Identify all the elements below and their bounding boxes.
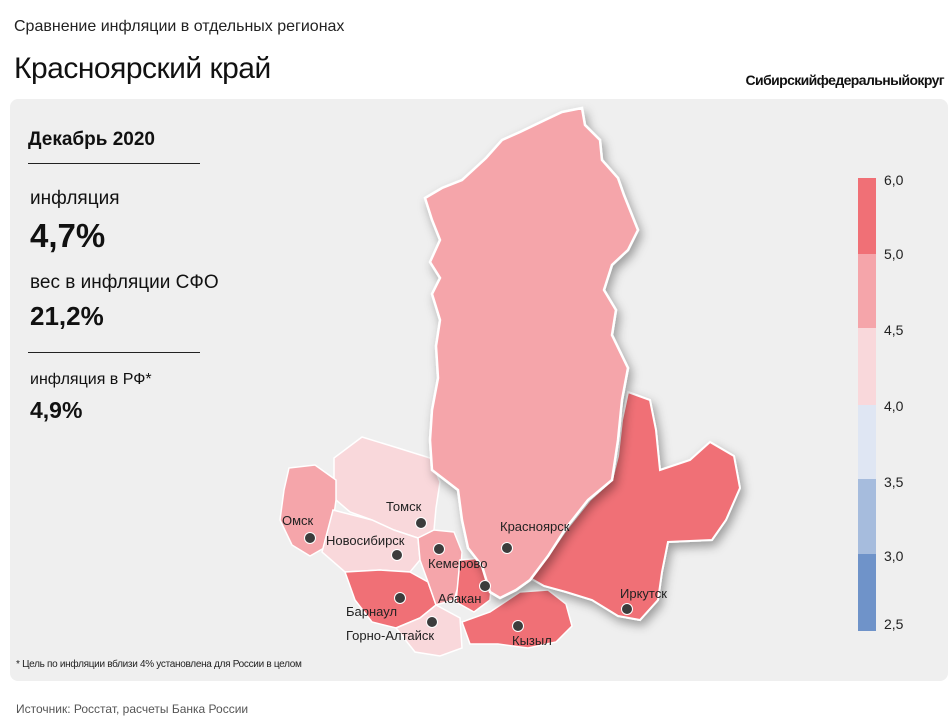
legend-tick: 4,0	[884, 398, 904, 414]
source-note: Источник: Росстат, расчеты Банка России	[16, 702, 249, 716]
legend-swatch-4.5-5	[858, 254, 876, 328]
region-irkutsk[interactable]	[528, 390, 742, 622]
federal-district-label: Сибирскийфедеральныйокруг	[745, 72, 945, 88]
period-label: Декабрь 2020	[28, 129, 155, 150]
city-kyzyl[interactable]: Кызыл	[512, 620, 552, 649]
svg-text:Абакан: Абакан	[438, 591, 481, 606]
legend-tick: 3,0	[884, 548, 904, 564]
city-gorno-altaysk[interactable]: Горно-Алтайск	[346, 616, 438, 644]
city-kemerovo[interactable]: Кемерово	[428, 543, 487, 572]
city-omsk[interactable]: Омск	[282, 513, 316, 544]
city-barnaul[interactable]: Барнаул	[346, 592, 406, 620]
region-title: Красноярский край	[14, 52, 271, 85]
divider-top	[28, 163, 200, 164]
footnote: * Цель по инфляции вблизи 4% установлена…	[16, 659, 302, 670]
svg-text:Красноярск: Красноярск	[500, 519, 570, 534]
svg-text:Кемерово: Кемерово	[428, 556, 487, 571]
weight-label: вес в инфляции СФО	[30, 272, 219, 293]
svg-text:Омск: Омск	[282, 513, 314, 528]
svg-text:Томск: Томск	[386, 499, 422, 514]
inflation-label: инфляция	[30, 188, 120, 209]
legend-tick: 3,5	[884, 474, 904, 490]
region-krasnoyarsk[interactable]	[423, 106, 640, 600]
weight-value: 21,2%	[30, 301, 104, 331]
legend-swatch-5-6	[858, 178, 876, 254]
rf-inflation-value: 4,9%	[30, 397, 83, 423]
legend-swatch-4-4.5	[858, 328, 876, 405]
region-altai-rep[interactable]	[394, 604, 463, 657]
city-novosibirsk[interactable]: Новосибирск	[326, 533, 405, 561]
city-krasnoyarsk[interactable]: Красноярск	[500, 519, 570, 554]
city-irkutsk[interactable]: Иркутск	[620, 586, 667, 615]
legend-tick: 4,5	[884, 322, 904, 338]
city-abakan[interactable]: Абакан	[438, 580, 491, 607]
svg-text:Новосибирск: Новосибирск	[326, 533, 405, 548]
legend-swatch-3-3.5	[858, 479, 876, 554]
region-tyva[interactable]	[461, 589, 573, 649]
inflation-value: 4,7%	[30, 217, 106, 254]
divider-bottom	[28, 352, 200, 353]
chart-subtitle: Сравнение инфляции в отдельных регионах	[14, 18, 345, 35]
rf-inflation-label: инфляция в РФ*	[30, 371, 152, 388]
svg-text:Иркутск: Иркутск	[620, 586, 667, 601]
legend-tick: 6,0	[884, 172, 904, 188]
legend-tick: 2,5	[884, 616, 904, 632]
legend-swatch-3.5-4	[858, 405, 876, 479]
legend-swatch-2.5-3	[858, 554, 876, 631]
city-tomsk[interactable]: Томск	[386, 499, 427, 529]
legend-tick: 5,0	[884, 246, 904, 262]
svg-text:Горно-Алтайск: Горно-Алтайск	[346, 628, 434, 643]
svg-text:Барнаул: Барнаул	[346, 604, 397, 619]
svg-text:Кызыл: Кызыл	[512, 633, 552, 648]
